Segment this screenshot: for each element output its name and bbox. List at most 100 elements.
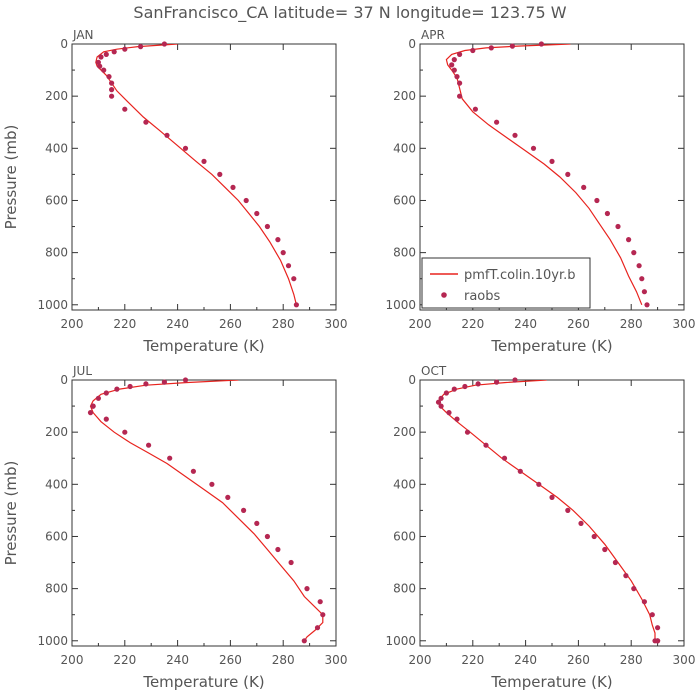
raobs-point [288,559,294,566]
raobs-point [517,468,523,474]
x-axis-title: Temperature (K) [142,337,264,355]
x-tick-label: 220 [113,317,136,331]
raobs-point [462,383,468,390]
raobs-point [280,250,286,256]
x-tick-label: 220 [461,653,484,667]
raobs-point [604,210,611,217]
raobs-point [161,379,167,385]
raobs-point [512,377,518,383]
raobs-point [190,468,196,474]
raobs-point [285,263,292,269]
y-tick-label: 800 [393,582,416,596]
raobs-point [530,145,537,151]
figure-title: SanFrancisco_CA latitude= 37 N longitude… [133,3,566,23]
y-tick-label: 0 [408,373,416,387]
raobs-point [443,390,449,396]
raobs-point [90,403,96,409]
raobs-point [103,51,109,58]
raobs-point [457,93,463,99]
raobs-point [101,67,107,73]
x-tick-label: 200 [61,317,84,331]
raobs-point [512,132,518,138]
y-tick-label: 1000 [37,298,68,312]
raobs-point [127,383,133,390]
panel-label-jan: JAN [72,28,94,42]
raobs-point [623,573,629,579]
y-tick-label: 600 [45,529,68,543]
y-axis-title: Pressure (mb) [2,125,20,230]
model-line-oct [437,380,656,641]
raobs-point [95,395,101,401]
y-tick-label: 600 [393,193,416,207]
raobs-point [451,386,457,392]
panel-oct: OCT 200 220 240 260 280 300 0 200 400 600 800 1000 Te… [385,364,695,691]
raobs-point [494,119,500,125]
raobs-point [103,416,109,422]
raobs-point [594,197,600,204]
raobs-point [109,93,115,99]
raobs-point [301,638,307,644]
raobs-point [146,442,152,448]
x-tick-label: 220 [113,653,136,667]
raobs-point [161,41,167,47]
x-tick-label: 240 [166,653,189,667]
y-tick-label: 200 [45,425,68,439]
raobs-point [644,302,650,308]
x-tick-label: 260 [219,653,242,667]
raobs-point [446,410,452,416]
x-tick-label: 280 [620,653,643,667]
raobs-point [291,276,297,282]
raobs-point [275,546,281,553]
panel-jul: JUL 200 220 240 260 280 300 0 200 400 600 800 1000 Te… [2,364,347,691]
panel-apr: APR 200 220 240 260 280 300 0 200 400 600 800 1000 Te… [385,28,695,355]
raobs-point [602,546,608,553]
legend: pmfT.colin.10yr.b raobs [421,257,591,309]
x-tick-label: 240 [514,653,537,667]
raobs-point [320,612,326,618]
model-line-apr [445,44,643,306]
y-tick-label: 800 [45,582,68,596]
raobs-point [451,57,457,63]
raobs-point [565,507,571,513]
raobs-point [449,62,455,68]
raobs-point [501,455,508,461]
raobs-point [649,612,655,618]
raobs-point [464,429,471,435]
panel-label-jul: JUL [72,364,92,378]
raobs-point [225,494,231,500]
x-axis-title: Temperature (K) [142,673,264,691]
x-tick-label: 260 [219,317,242,331]
x-tick-label: 200 [409,653,432,667]
raobs-point [565,171,571,177]
raobs-point [182,145,189,151]
raobs-point [106,74,112,80]
raobs-point [655,625,661,631]
y-tick-label: 1000 [385,634,416,648]
panel-label-oct: OCT [421,364,447,378]
raobs-point [457,51,463,58]
y-tick-label: 0 [408,37,416,51]
raobs-point [549,494,555,500]
model-line-jan [95,44,297,305]
y-tick-label: 600 [45,193,68,207]
raobs-point [98,54,104,60]
raobs-point [314,625,321,631]
x-tick-label: 280 [272,317,295,331]
raobs-point [454,74,460,80]
raobs-point [182,377,189,383]
panel-frame-jul [71,379,337,647]
raobs-point [457,80,463,86]
y-tick-label: 1000 [37,634,68,648]
raobs-point [438,403,444,409]
y-tick-label: 800 [393,246,416,260]
raobs-point [264,533,270,540]
raobs-point [143,381,149,387]
y-tick-label: 600 [393,529,416,543]
raobs-point [549,158,555,164]
raobs-point [631,586,637,592]
raobs-point [472,106,478,112]
raobs-point [201,158,207,164]
x-axis-title: Temperature (K) [490,337,612,355]
raobs-point [122,46,128,52]
